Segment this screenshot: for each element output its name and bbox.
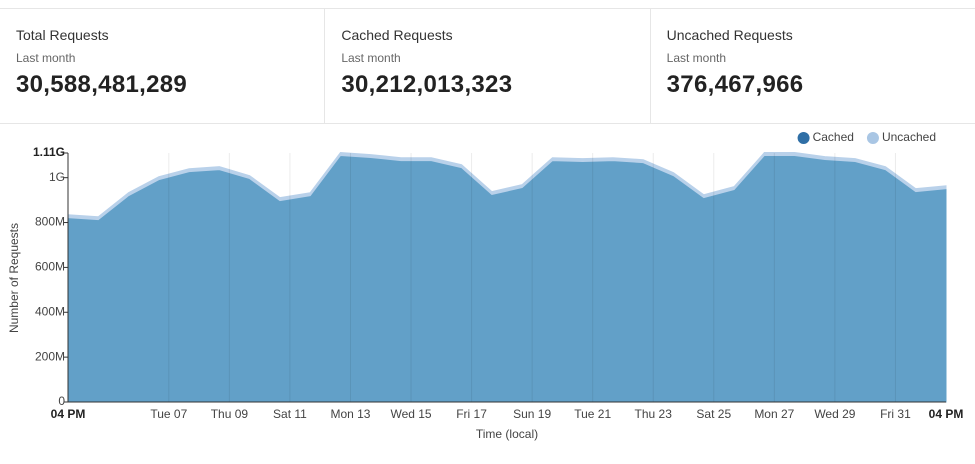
y-tick-label: 200M	[35, 349, 65, 363]
stat-period: Last month	[16, 51, 76, 65]
stat-value: 30,588,481,289	[16, 71, 188, 98]
y-tick-label: 400M	[35, 304, 65, 318]
y-tick-label: 0	[58, 394, 65, 408]
x-tick-label: Sat 11	[273, 407, 307, 421]
legend-label: Cached	[813, 130, 854, 144]
x-tick-label: 04 PM	[929, 407, 964, 421]
stat-card: Total Requests Last month 30,588,481,289	[0, 9, 326, 123]
x-tick-label: Thu 23	[635, 407, 673, 421]
y-tick-label: 800M	[35, 215, 65, 229]
stat-title: Total Requests	[16, 27, 109, 43]
legend-swatch	[797, 132, 810, 144]
x-tick-label: Fri 17	[456, 407, 487, 421]
y-tick-label: 1G	[49, 170, 65, 184]
x-tick-label: Sun 19	[513, 407, 551, 421]
x-tick-label: Sat 25	[696, 407, 731, 421]
legend-label: Uncached	[882, 130, 936, 144]
y-tick-label: 1.11G	[33, 145, 65, 159]
stat-value: 376,467,966	[666, 71, 804, 98]
x-axis-title: Time (local)	[476, 427, 538, 441]
y-tick-label: 600M	[35, 260, 65, 274]
x-tick-label: Tue 07	[150, 407, 187, 421]
stat-title: Cached Requests	[341, 27, 453, 43]
stat-card: Cached Requests Last month 30,212,013,323	[325, 9, 651, 123]
x-tick-label: 04 PM	[51, 407, 86, 421]
stat-card: Uncached Requests Last month 376,467,966	[651, 9, 975, 123]
y-axis-title: Number of Requests	[7, 223, 21, 333]
legend-swatch	[866, 132, 879, 144]
x-tick-label: Mon 13	[330, 407, 370, 421]
area	[67, 152, 947, 221]
x-tick-label: Fri 31	[880, 407, 911, 421]
x-tick-label: Mon 27	[754, 407, 794, 421]
x-tick-label: Wed 15	[390, 407, 431, 421]
stat-title: Uncached Requests	[666, 27, 793, 43]
area	[67, 154, 947, 403]
stat-period: Last month	[341, 51, 401, 65]
stat-value: 30,212,013,323	[341, 71, 513, 98]
x-tick-label: Thu 09	[211, 407, 249, 421]
x-tick-label: Tue 21	[574, 407, 611, 421]
x-tick-label: Wed 29	[814, 407, 855, 421]
stat-period: Last month	[666, 51, 727, 65]
stat-cards: Total Requests Last month 30,588,481,289 C…	[0, 8, 975, 124]
